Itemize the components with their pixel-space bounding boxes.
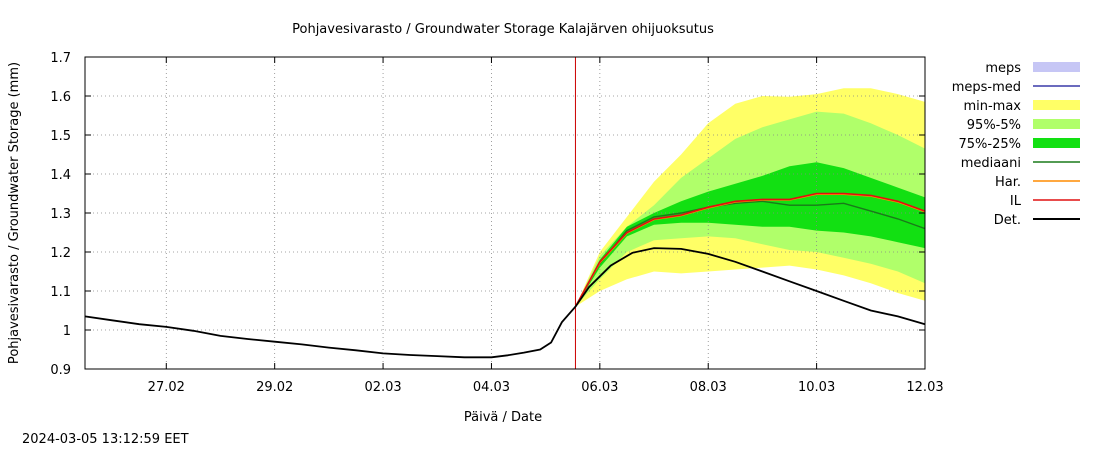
legend-swatch-4 <box>1033 138 1080 148</box>
x-tick-label-4: 06.03 <box>581 380 618 395</box>
legend-swatch-2 <box>1033 100 1080 110</box>
line-il <box>574 192 926 307</box>
x-tick-label-3: 04.03 <box>473 380 510 395</box>
series-lines <box>84 57 926 369</box>
y-tick-label-5: 1.4 <box>50 168 71 183</box>
y-tick-label-2: 1.1 <box>50 285 71 300</box>
legend-swatch-3 <box>1033 119 1080 129</box>
legend-label-5: mediaani <box>961 156 1021 171</box>
y-tick-label-1: 1 <box>63 324 71 339</box>
x-tick-label-1: 29.02 <box>256 380 293 395</box>
y-tick-label-0: 0.9 <box>50 363 71 378</box>
y-axis-ticks: 0.9 1 1.1 1.2 1.3 1.4 1.5 1.6 1.7 <box>50 51 925 378</box>
forecast-bands <box>575 88 925 307</box>
y-tick-label-4: 1.3 <box>50 207 71 222</box>
line-mediaani <box>574 200 926 307</box>
x-tick-label-6: 10.03 <box>798 380 835 395</box>
x-axis-ticks: 27.02 29.02 02.03 04.03 06.03 08.03 10.03 12.03 <box>148 57 944 395</box>
legend-label-6: Har. <box>995 175 1021 190</box>
line-det <box>84 247 926 359</box>
legend-label-1: meps-med <box>952 80 1021 95</box>
chart-title: Pohjavesivarasto / Groundwater Storage K… <box>292 22 714 37</box>
y-tick-label-6: 1.5 <box>50 129 71 144</box>
y-tick-label-8: 1.7 <box>50 51 71 66</box>
y-tick-label-7: 1.6 <box>50 90 71 105</box>
legend-label-4: 75%-25% <box>959 137 1021 152</box>
legend-label-3: 95%-5% <box>967 118 1021 133</box>
y-axis-label: Pohjavesivarasto / Groundwater Storage (… <box>7 62 22 364</box>
x-tick-label-2: 02.03 <box>364 380 401 395</box>
timestamp: 2024-03-05 13:12:59 EET <box>22 432 189 447</box>
legend-swatch-0 <box>1033 62 1080 72</box>
legend-label-8: Det. <box>994 213 1021 228</box>
x-axis-label: Päivä / Date <box>464 410 542 425</box>
x-tick-label-5: 08.03 <box>690 380 727 395</box>
x-tick-label-0: 27.02 <box>148 380 185 395</box>
y-tick-label-3: 1.2 <box>50 246 71 261</box>
legend: meps meps-med min-max 95%-5% 75%-25% mediaani… <box>952 61 1080 228</box>
x-tick-label-7: 12.03 <box>906 380 943 395</box>
legend-label-7: IL <box>1010 194 1022 209</box>
band-75-25 <box>575 162 925 307</box>
legend-label-2: min-max <box>963 99 1021 114</box>
grid-lines <box>85 57 925 369</box>
legend-label-0: meps <box>985 61 1021 76</box>
